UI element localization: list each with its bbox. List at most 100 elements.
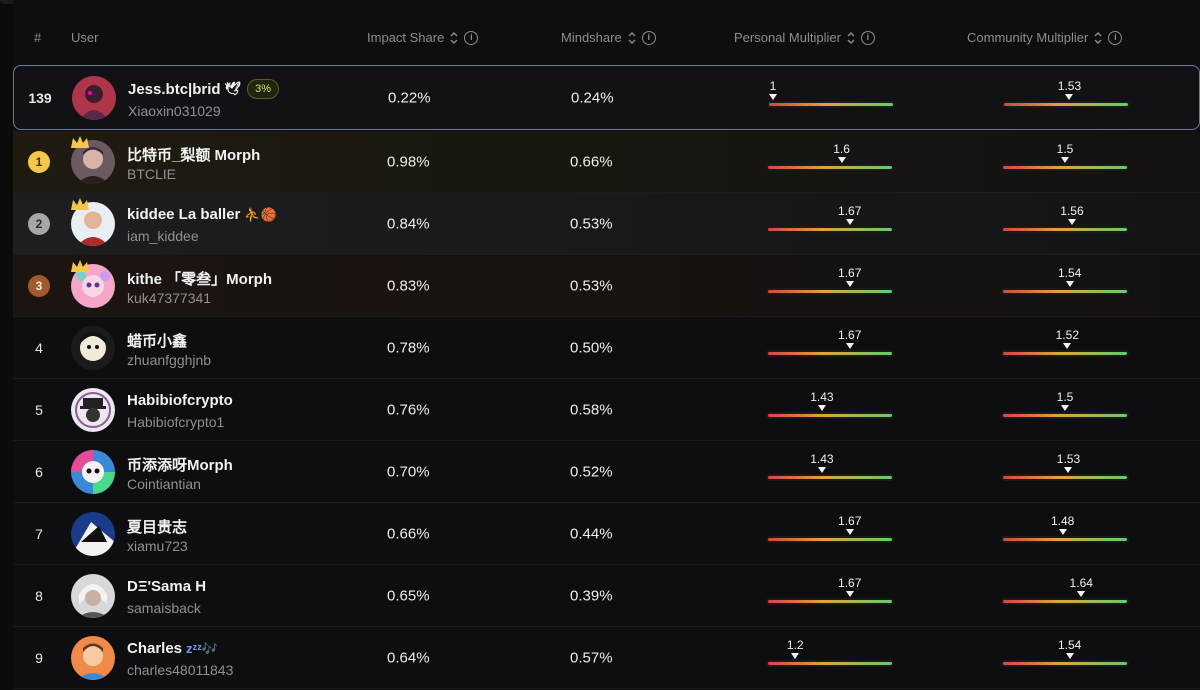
multiplier-marker [845, 529, 854, 535]
name-emoji: ⛹🏀 [244, 206, 277, 222]
table-row[interactable]: 3 kithe 「零叁」Morph kuk47377341 0.83% 0.53… [13, 255, 1200, 317]
crown-icon [71, 136, 89, 148]
impact-share-value: 0.64% [387, 649, 430, 666]
impact-share-value: 0.70% [387, 463, 430, 480]
leaderboard-table: # User Impact Share i Mindshare i Person… [13, 0, 1200, 690]
sort-icon[interactable] [627, 31, 637, 45]
user-name-text: DΞ'Sama H [127, 578, 207, 595]
multiplier-value: 1.56 [1060, 204, 1084, 218]
user-name[interactable]: kithe 「零叁」Morph [127, 268, 272, 289]
header-rank: # [34, 30, 41, 45]
avatar[interactable] [71, 325, 115, 370]
user-name[interactable]: kiddee La baller ⛹🏀 [127, 206, 277, 223]
multiplier-bar [1003, 538, 1127, 541]
avatar[interactable] [71, 511, 115, 556]
avatar[interactable] [72, 75, 116, 120]
multiplier-bar [768, 290, 892, 293]
multiplier-marker [1058, 529, 1067, 535]
header-impact-label: Impact Share [367, 30, 445, 45]
header-impact-share[interactable]: Impact Share i [367, 30, 479, 45]
header-rank-label: # [34, 30, 42, 45]
table-row[interactable]: 1 比特币_梨额 Morph BTCLIE 0.98% 0.66% 1.6 1.… [13, 131, 1200, 193]
user-name-text: Charles [127, 640, 183, 657]
multiplier-bar [768, 476, 892, 479]
table-row[interactable]: 7 夏目贵志 xiamu723 0.66% 0.44% 1.67 1.48 [13, 503, 1200, 565]
community-multiplier: 1.56 [1001, 204, 1129, 244]
table-row[interactable]: 9 Charles zᶻᶻ🎶 charles48011843 0.64% 0.57… [13, 627, 1200, 689]
sort-icon[interactable] [846, 31, 856, 45]
info-icon[interactable]: i [860, 30, 875, 45]
table-row[interactable]: 4 蜡币小鑫 zhuanfgghjnb 0.78% 0.50% 1.67 1.5… [13, 317, 1200, 379]
multiplier-marker [1067, 219, 1076, 225]
table-row[interactable]: 8 DΞ'Sama H samaisback 0.65% 0.39% 1.67 … [13, 565, 1200, 627]
user-name[interactable]: 币添添呀Morph [127, 454, 233, 475]
impact-share-value: 0.98% [387, 153, 430, 170]
community-multiplier: 1.53 [1001, 452, 1129, 492]
header-mindshare[interactable]: Mindshare i [561, 30, 656, 45]
multiplier-value: 1.54 [1057, 638, 1082, 652]
sort-icon[interactable] [449, 31, 459, 45]
community-multiplier: 1.54 [1001, 638, 1129, 678]
avatar[interactable] [71, 387, 115, 432]
personal-multiplier: 1.67 [766, 576, 894, 616]
user-name[interactable]: Habibiofcrypto [127, 392, 233, 409]
multiplier-marker [845, 591, 854, 597]
avatar[interactable] [71, 573, 115, 618]
table-row[interactable]: 5 Habibiofcrypto Habibiofcrypto1 0.76% 0… [13, 379, 1200, 441]
personal-multiplier: 1.67 [766, 204, 894, 244]
community-multiplier: 1.54 [1001, 266, 1129, 306]
user-name[interactable]: 夏目贵志 [127, 516, 187, 537]
info-icon[interactable]: i [1108, 30, 1123, 45]
multiplier-bar [768, 414, 892, 417]
rank-badge-bronze: 3 [28, 274, 50, 297]
multiplier-value: 1.64 [1069, 576, 1093, 590]
multiplier-bar [768, 600, 892, 603]
multiplier-bar [768, 166, 892, 169]
multiplier-value: 1.67 [838, 514, 862, 528]
personal-multiplier: 1.43 [766, 390, 894, 430]
impact-share-value: 0.22% [388, 89, 431, 106]
rank-badge-gold: 1 [28, 150, 50, 173]
current-user-row[interactable]: 139 Jess.btc|brid 🕊 3% Xiaoxin031029 0.22%… [13, 65, 1200, 130]
multiplier-value: 1.52 [1055, 328, 1079, 342]
info-icon[interactable]: i [641, 30, 656, 45]
mindshare-value: 0.44% [570, 525, 613, 542]
multiplier-value: 1.48 [1050, 514, 1075, 528]
mindshare-value: 0.52% [570, 463, 613, 480]
rank-number: 139 [28, 89, 52, 106]
multiplier-value: 1.67 [838, 204, 862, 218]
multiplier-marker [817, 405, 826, 411]
avatar[interactable] [71, 635, 115, 680]
user-name[interactable]: DΞ'Sama H [127, 578, 206, 595]
user-name[interactable]: 蜡币小鑫 [127, 330, 187, 351]
avatar[interactable] [71, 263, 115, 308]
user-name[interactable]: Jess.btc|brid 🕊 3% [128, 79, 279, 99]
user-handle: Cointiantian [127, 476, 201, 492]
user-handle: zhuanfgghjnb [127, 352, 212, 368]
header-personal-multiplier[interactable]: Personal Multiplier i [734, 30, 875, 45]
multiplier-marker [1064, 467, 1073, 473]
user-handle: xiamu723 [127, 538, 188, 554]
user-name[interactable]: 比特币_梨额 Morph [127, 144, 260, 165]
personal-multiplier: 1.43 [766, 452, 894, 492]
rank-number: 7 [35, 525, 43, 542]
avatar[interactable] [71, 449, 115, 494]
crown-icon [71, 260, 89, 272]
multiplier-bar [768, 662, 892, 665]
sort-icon[interactable] [1093, 31, 1103, 45]
mindshare-value: 0.58% [570, 401, 613, 418]
multiplier-value: 1.53 [1057, 79, 1082, 93]
info-icon[interactable]: i [464, 30, 479, 45]
impact-share-value: 0.76% [387, 401, 430, 418]
mindshare-value: 0.50% [570, 339, 613, 356]
multiplier-value: 1.67 [838, 328, 862, 342]
mindshare-value: 0.53% [570, 277, 613, 294]
rank-number: 9 [35, 649, 43, 666]
header-community-multiplier[interactable]: Community Multiplier i [967, 30, 1123, 45]
multiplier-marker [1077, 591, 1086, 597]
table-row[interactable]: 2 kiddee La baller ⛹🏀 iam_kiddee 0.84% 0.… [13, 193, 1200, 255]
user-name[interactable]: Charles zᶻᶻ🎶 [127, 640, 218, 657]
user-handle: samaisback [127, 600, 201, 616]
multiplier-value: 1.54 [1057, 266, 1082, 280]
table-row[interactable]: 6 币添添呀Morph Cointiantian 0.70% 0.52% 1.4… [13, 441, 1200, 503]
